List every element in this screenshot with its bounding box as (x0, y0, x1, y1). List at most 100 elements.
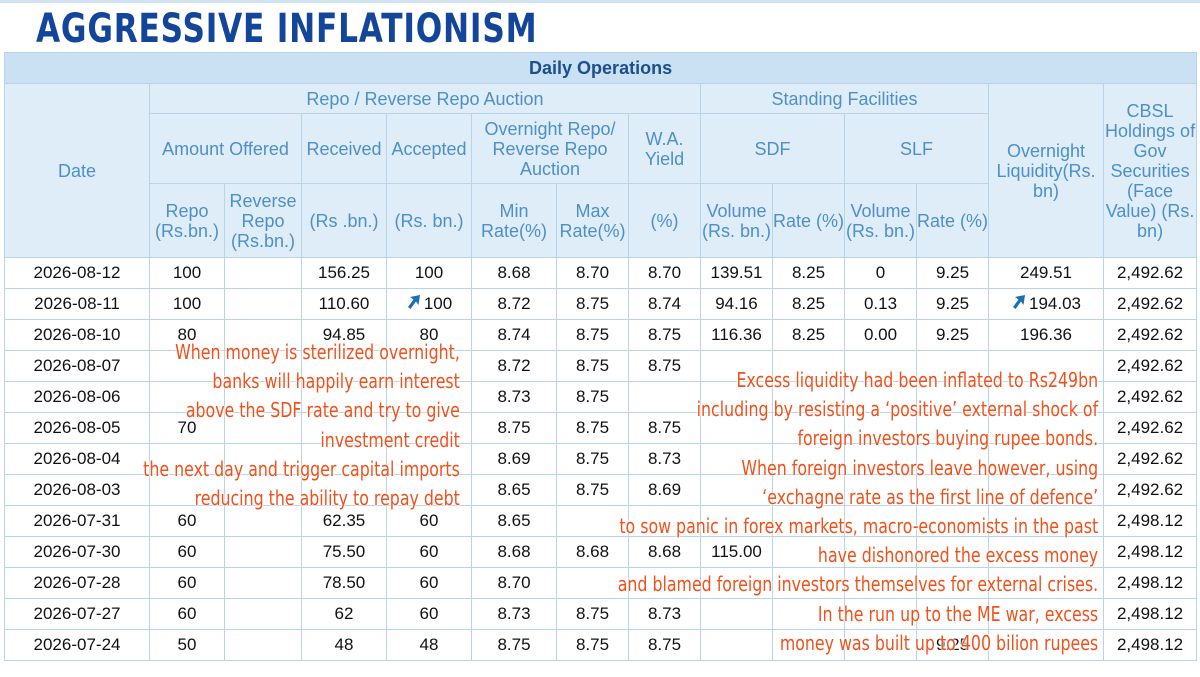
cell-accepted: 48 (386, 629, 472, 661)
cell-value: 116.36 (711, 325, 762, 344)
cell-cbsl: 2,492.62 (1102, 474, 1198, 506)
annotation-line: investment credit (320, 427, 460, 452)
cell-value: 2026-08-06 (33, 387, 121, 406)
cell-sdf-vol (700, 350, 773, 382)
cell-slf-vol (844, 629, 917, 661)
table-row: 2026-08-03 8.65 8.75 8.69 2,492.62 (4, 474, 1198, 506)
annotation-line: ‘exchagne rate as the first line of defe… (762, 484, 1098, 509)
cell-value: 156.25 (318, 263, 370, 282)
cell-value: 60 (419, 573, 439, 592)
arrow-up-icon (1013, 295, 1025, 309)
cell-value: 9.25 (935, 294, 970, 313)
cell-value: 2,498.12 (1116, 573, 1184, 592)
col-repo-unit: Repo (Rs.bn.) (149, 183, 225, 258)
cell-date: 2026-08-12 (4, 257, 150, 289)
col-date: Date (4, 83, 150, 258)
cell-sdf-vol (700, 505, 773, 537)
annotation-line: the next day and trigger capital imports (143, 456, 460, 481)
cell-accepted (386, 443, 472, 475)
cell-value: 8.68 (497, 263, 531, 282)
cell-date: 2026-07-30 (4, 536, 150, 568)
annotation-line: above the SDF rate and try to give (185, 398, 460, 423)
cell-value: 0.00 (863, 325, 898, 344)
cell-rev (224, 319, 302, 351)
cell-sdf-rate (772, 412, 845, 444)
table-row: 2026-07-24 50 48 48 8.75 8.75 8.75 9.25 2,498.12 (4, 629, 1198, 661)
cell-max: 8.75 (556, 629, 629, 661)
cell-date: 2026-07-27 (4, 598, 150, 630)
cell-rev (224, 381, 302, 413)
cell-value: 2,492.62 (1116, 294, 1184, 313)
cell-value: 8.65 (497, 511, 531, 530)
cell-cbsl: 2,498.12 (1102, 536, 1198, 568)
cell-slf-rate: 9.25 (916, 319, 989, 351)
cell-sdf-vol (700, 412, 773, 444)
cell-wa: 8.70 (628, 257, 701, 289)
cell-value: 2,492.62 (1116, 325, 1184, 344)
cell-cbsl: 2,492.62 (1102, 412, 1198, 444)
cell-value: 62.35 (322, 511, 366, 530)
annotation-line: When money is sterilized overnight, (175, 340, 460, 364)
cell-value: 9.25 (935, 635, 970, 654)
cell-repo: 60 (149, 567, 225, 599)
cell-date: 2026-08-03 (4, 474, 150, 506)
cell-sdf-vol: 139.51 (700, 257, 773, 289)
cell-value: 2026-08-11 (34, 294, 120, 313)
cell-wa: 8.73 (628, 443, 701, 475)
cell-received: 48 (301, 629, 387, 661)
cell-sdf-vol (700, 598, 773, 630)
cell-value: 8.75 (575, 418, 610, 437)
cell-cbsl: 2,498.12 (1102, 629, 1198, 661)
cell-slf-vol (844, 412, 917, 444)
cell-min: 8.69 (471, 443, 557, 475)
annotation-line: reducing the ability to repay debt (194, 486, 460, 511)
cell-value: 0.13 (863, 294, 898, 313)
cell-date: 2026-07-31 (4, 505, 150, 537)
cell-cbsl: 2,492.62 (1102, 350, 1198, 382)
cell-value: 2026-08-04 (33, 449, 121, 468)
cell-accepted: 60 (386, 598, 472, 630)
cell-rev (224, 536, 302, 568)
col-yield-unit: (%) (628, 183, 701, 258)
cell-value: 8.73 (647, 604, 682, 623)
daily-operations-table: Daily Operations Date Repo / Reverse Rep… (3, 52, 1198, 661)
cell-received (301, 474, 387, 506)
cell-wa: 8.75 (628, 412, 701, 444)
cell-sdf-rate (772, 567, 845, 599)
page-title: AGGRESSIVE INFLATIONISM (36, 6, 538, 52)
cell-cbsl: 2,498.12 (1102, 598, 1198, 630)
annotation-line: to sow panic in forex markets, macro-eco… (619, 514, 1098, 539)
cell-value: 8.68 (575, 542, 610, 561)
table-row: 2026-07-31 60 62.35 60 8.65 2,498.12 (4, 505, 1198, 537)
cell-liquidity (988, 350, 1104, 382)
cell-repo: 70 (149, 412, 225, 444)
cell-value: 50 (177, 635, 197, 654)
cell-rev (224, 598, 302, 630)
cell-max (556, 567, 629, 599)
cell-slf-rate (916, 412, 989, 444)
cell-value: 2026-08-12 (33, 263, 121, 282)
cell-value: 60 (177, 511, 197, 530)
cell-slf-rate (916, 350, 989, 382)
cell-slf-vol: 0.13 (844, 288, 917, 320)
cell-wa (628, 381, 701, 413)
cell-date: 2026-08-05 (4, 412, 150, 444)
cell-cbsl: 2,498.12 (1102, 567, 1198, 599)
cell-wa: 8.69 (628, 474, 701, 506)
cell-value: 8.75 (575, 480, 610, 499)
cell-sdf-rate (772, 350, 845, 382)
cell-value: 2026-08-07 (33, 356, 121, 375)
col-slf-volume: Volume (Rs. bn.) (844, 183, 917, 258)
cell-rev (224, 443, 302, 475)
cell-value: 139.51 (710, 263, 763, 282)
annotation-line: have dishonored the excess money (817, 543, 1098, 568)
cell-liquidity (988, 381, 1104, 413)
cell-liquidity (988, 412, 1104, 444)
cell-slf-vol (844, 443, 917, 475)
cell-value: 2,492.62 (1116, 480, 1184, 499)
cell-value: 100 (172, 294, 202, 313)
col-slf: SLF (844, 113, 989, 184)
annotation-line: including by resisting a ‘positive’ exte… (696, 397, 1098, 422)
table-row: 2026-08-10 80 94.85 80 8.74 8.75 8.75 116.36 8.2… (4, 319, 1198, 351)
cell-rev (224, 257, 302, 289)
